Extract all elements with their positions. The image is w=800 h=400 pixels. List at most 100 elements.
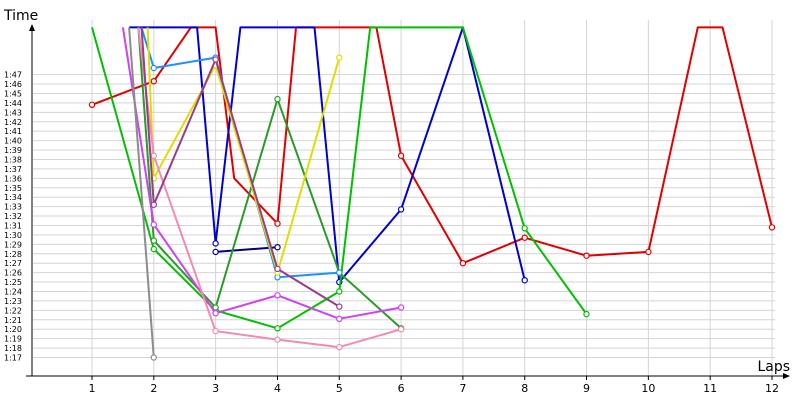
- y-tick-label: 1:31: [4, 221, 22, 230]
- x-tick-label: 5: [336, 382, 343, 395]
- y-tick-label: 1:37: [4, 165, 22, 174]
- y-axis-title: Time: [3, 8, 38, 24]
- data-point: [150, 354, 157, 361]
- y-tick-label: 1:44: [4, 99, 22, 108]
- data-point: [212, 327, 219, 335]
- data-point: [274, 243, 281, 251]
- series-line: [137, 27, 402, 349]
- y-tick-label: 1:25: [4, 278, 22, 287]
- y-tick-label: 1:17: [4, 354, 22, 363]
- series-line: [121, 27, 402, 320]
- x-tick-label: 4: [274, 382, 281, 395]
- data-point: [336, 269, 343, 276]
- data-point: [397, 206, 405, 213]
- x-tick-label: 8: [521, 382, 528, 395]
- y-axis-arrow-icon: [29, 24, 35, 31]
- series-lines: [88, 26, 776, 361]
- y-tick-label: 1:23: [4, 297, 22, 306]
- y-tick-label: 1:39: [4, 146, 22, 155]
- y-tick-label: 1:35: [4, 184, 22, 193]
- series-3: [212, 243, 281, 256]
- y-tick-label: 1:36: [4, 174, 22, 183]
- y-tick-label: 1:43: [4, 108, 22, 117]
- data-point: [150, 64, 157, 72]
- series-10: [140, 27, 343, 310]
- y-tick-label: 1:27: [4, 259, 22, 268]
- y-tick-label: 1:46: [4, 80, 22, 89]
- data-point: [521, 234, 528, 241]
- y-tick-label: 1:42: [4, 118, 22, 127]
- y-tick-label: 1:29: [4, 240, 22, 249]
- series-8: [121, 27, 405, 322]
- y-tick-label: 1:34: [4, 193, 22, 202]
- y-tick-label: 1:41: [4, 127, 22, 136]
- data-point: [397, 152, 405, 159]
- data-point: [274, 292, 281, 299]
- y-tick-label: 1:38: [4, 155, 22, 164]
- x-axis-arrow-icon: [783, 373, 790, 379]
- data-point: [645, 248, 652, 256]
- series-4: [91, 26, 590, 332]
- data-point: [521, 225, 528, 232]
- x-tick-label: 6: [398, 382, 405, 395]
- x-axis-title: Laps: [757, 359, 790, 375]
- data-point: [274, 265, 281, 273]
- series-line: [140, 27, 340, 308]
- data-point: [336, 288, 343, 295]
- data-point: [397, 304, 405, 311]
- y-tick-label: 1:30: [4, 231, 22, 240]
- y-tick-label: 1:24: [4, 287, 22, 296]
- data-point: [150, 245, 157, 253]
- data-point: [274, 220, 281, 227]
- y-tick-label: 1:40: [4, 137, 22, 146]
- x-tick-label: 2: [150, 382, 157, 395]
- data-point: [459, 260, 467, 267]
- y-tick-label: 1:18: [4, 344, 22, 353]
- data-point: [212, 240, 219, 247]
- series-line: [91, 26, 588, 330]
- axes: [26, 24, 790, 379]
- series-line: [128, 27, 155, 358]
- data-point: [212, 310, 219, 317]
- x-tick-label: 3: [212, 382, 219, 395]
- series-1: [88, 26, 776, 267]
- series-9: [137, 27, 405, 351]
- y-tick-label: 1:19: [4, 335, 22, 344]
- x-tick-label: 1: [89, 382, 96, 395]
- series-2: [129, 26, 528, 286]
- data-point: [583, 310, 590, 318]
- y-tick-label: 1:21: [4, 316, 22, 325]
- series-line: [215, 246, 278, 253]
- data-point: [336, 303, 343, 310]
- data-point: [88, 101, 96, 109]
- data-point: [212, 56, 219, 63]
- data-point: [397, 326, 405, 333]
- x-tick-label: 9: [583, 382, 590, 395]
- data-point: [521, 277, 528, 284]
- y-tick-label: 1:32: [4, 212, 22, 221]
- y-tick-label: 1:20: [4, 325, 22, 334]
- series-line: [140, 27, 340, 279]
- data-point: [274, 325, 281, 332]
- data-point: [150, 77, 157, 85]
- tick-labels: 1:171:181:191:201:211:221:231:241:251:26…: [4, 71, 779, 395]
- data-point: [150, 237, 157, 244]
- data-point: [768, 224, 776, 231]
- y-tick-label: 1:26: [4, 269, 22, 278]
- y-tick-label: 1:33: [4, 203, 22, 212]
- y-tick-label: 1:45: [4, 89, 22, 98]
- series-line: [91, 26, 773, 265]
- data-point: [336, 343, 343, 351]
- data-point: [150, 221, 157, 228]
- data-point: [212, 248, 219, 256]
- x-tick-label: 10: [641, 382, 655, 395]
- x-tick-label: 12: [765, 382, 779, 395]
- data-point: [274, 336, 281, 343]
- y-tick-label: 1:28: [4, 250, 22, 259]
- x-tick-label: 7: [459, 382, 466, 395]
- x-tick-label: 11: [703, 382, 717, 395]
- series-11: [128, 27, 157, 361]
- data-point: [336, 315, 343, 322]
